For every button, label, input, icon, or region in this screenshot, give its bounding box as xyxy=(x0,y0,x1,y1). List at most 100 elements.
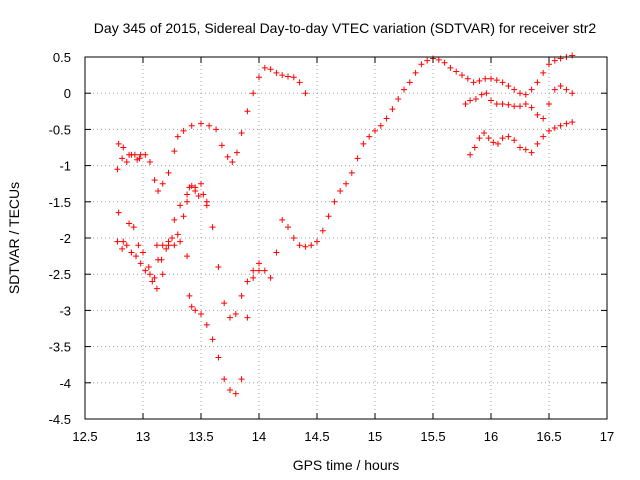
y-tick-label: -1.5 xyxy=(49,195,71,210)
data-point xyxy=(198,311,204,318)
data-point xyxy=(406,79,413,86)
data-point xyxy=(490,139,497,146)
data-point xyxy=(483,90,490,97)
data-point xyxy=(505,101,512,108)
data-point xyxy=(238,376,245,383)
data-point xyxy=(174,133,181,140)
data-point xyxy=(133,253,140,260)
data-point xyxy=(472,95,479,102)
data-point xyxy=(171,148,178,155)
y-tick-label: -3.5 xyxy=(49,340,71,355)
data-point xyxy=(256,74,262,81)
data-point xyxy=(499,79,506,86)
data-point xyxy=(149,278,156,285)
data-point xyxy=(551,86,558,93)
data-point xyxy=(209,336,216,343)
data-point xyxy=(119,155,126,162)
data-point xyxy=(115,209,122,216)
data-point xyxy=(221,300,228,307)
data-point xyxy=(151,177,158,184)
y-axis-label: SDTVAR / TECUs xyxy=(6,182,22,294)
data-point xyxy=(119,245,126,252)
data-point xyxy=(499,101,506,108)
data-point xyxy=(493,101,500,108)
y-tick-labels: 0.5 0 -0.5 -1 -1.5 -2 -2.5 -3 -3.5 -4 -4.5 xyxy=(49,50,71,427)
data-point xyxy=(424,57,431,64)
data-point xyxy=(285,73,291,80)
data-point xyxy=(302,90,309,97)
data-point xyxy=(177,202,184,209)
data-point xyxy=(354,155,361,162)
data-point xyxy=(198,180,204,187)
data-point xyxy=(130,224,137,231)
data-point xyxy=(158,256,165,263)
data-point xyxy=(343,180,349,187)
data-point xyxy=(261,267,268,274)
data-point xyxy=(482,75,489,82)
data-point xyxy=(146,271,153,278)
data-point xyxy=(528,86,535,93)
grid-lines xyxy=(84,56,608,420)
data-point xyxy=(123,242,130,249)
series-track-d xyxy=(114,238,262,397)
data-point xyxy=(534,111,541,118)
data-point xyxy=(462,101,469,108)
y-tick-label: 0 xyxy=(64,86,71,101)
x-tick-label: 13.5 xyxy=(188,429,213,444)
data-point xyxy=(188,122,195,129)
data-point xyxy=(467,151,474,158)
data-point xyxy=(140,249,146,256)
x-tick-label: 14.5 xyxy=(304,429,329,444)
data-point xyxy=(146,158,153,165)
data-point xyxy=(224,153,231,160)
x-tick-label: 14 xyxy=(252,429,266,444)
data-point xyxy=(383,115,390,122)
data-point xyxy=(114,238,121,245)
data-point xyxy=(159,271,166,278)
data-point xyxy=(192,307,199,314)
data-point xyxy=(511,137,518,144)
y-tick-label: -2.5 xyxy=(49,267,71,282)
data-point xyxy=(163,245,170,252)
x-tick-label: 13 xyxy=(136,429,150,444)
data-point xyxy=(528,104,535,111)
data-point xyxy=(470,79,477,86)
y-tick-label: -1 xyxy=(59,159,71,174)
data-point xyxy=(296,79,303,86)
data-point xyxy=(120,144,127,151)
data-point xyxy=(551,124,558,131)
data-point xyxy=(488,75,494,82)
data-point xyxy=(511,103,518,110)
data-point xyxy=(244,278,251,285)
data-point xyxy=(372,127,378,134)
data-point xyxy=(232,390,239,397)
data-point xyxy=(494,140,501,147)
data-point xyxy=(186,292,193,299)
series-track-e xyxy=(153,182,210,263)
data-point xyxy=(227,387,233,394)
data-point xyxy=(528,149,535,156)
data-point xyxy=(250,90,257,97)
x-tick-label: 16.5 xyxy=(536,429,561,444)
data-point xyxy=(441,59,448,66)
data-point xyxy=(505,82,512,89)
data-point xyxy=(188,182,195,189)
data-point xyxy=(233,149,240,156)
data-point xyxy=(169,235,175,241)
data-point xyxy=(137,260,144,267)
data-point xyxy=(165,238,172,245)
data-point xyxy=(128,249,135,256)
data-point xyxy=(412,69,419,76)
y-tick-label: -4.5 xyxy=(49,412,71,427)
data-point xyxy=(180,127,187,134)
data-point xyxy=(522,91,529,98)
data-point xyxy=(184,253,191,260)
data-point xyxy=(244,314,251,321)
data-point xyxy=(126,220,133,227)
data-point xyxy=(213,126,220,133)
data-point xyxy=(273,249,280,256)
data-point xyxy=(563,120,570,127)
data-point xyxy=(478,91,485,98)
data-point xyxy=(435,56,442,63)
data-point xyxy=(476,135,483,142)
